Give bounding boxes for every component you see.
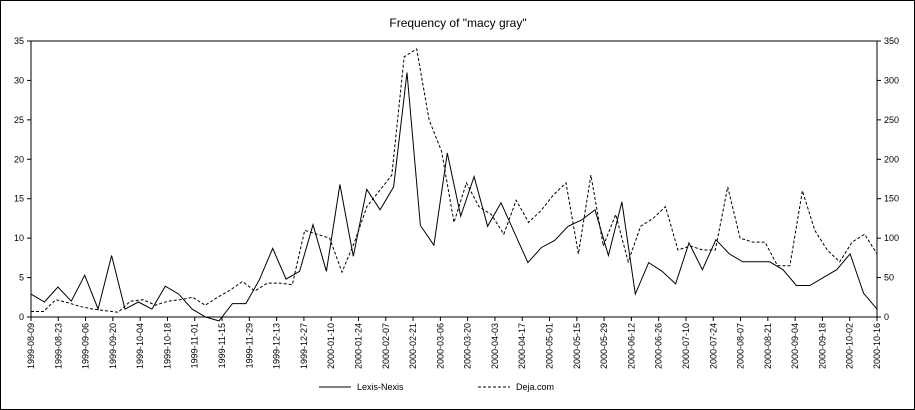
y-right-tick-label: 50 bbox=[884, 273, 894, 283]
y-right-tick-label: 350 bbox=[884, 36, 899, 46]
legend-label-deja-com: Deja.com bbox=[516, 382, 554, 392]
x-tick-label: 2000-09-04 bbox=[790, 323, 800, 369]
y-right-tick-label: 250 bbox=[884, 115, 899, 125]
series-line-lexis-nexis bbox=[30, 72, 878, 322]
y-right-tick-label: 150 bbox=[884, 194, 899, 204]
y-left-tick-label: 0 bbox=[19, 312, 24, 322]
y-right-tick-label: 0 bbox=[884, 312, 889, 322]
plot-area-border bbox=[30, 40, 878, 318]
x-tick-label: 2000-07-10 bbox=[681, 323, 691, 369]
x-tick-label: 2000-10-16 bbox=[872, 323, 882, 369]
x-tick-label: 2000-09-18 bbox=[817, 323, 827, 369]
x-tick-label: 2000-01-24 bbox=[353, 323, 363, 369]
x-tick-label: 2000-04-17 bbox=[517, 323, 527, 369]
x-tick-label: 1999-12-13 bbox=[272, 323, 282, 369]
y-left-tick-label: 15 bbox=[14, 194, 24, 204]
x-tick-label: 2000-06-26 bbox=[654, 323, 664, 369]
x-tick-label: 2000-05-15 bbox=[572, 323, 582, 369]
series-line-deja-com bbox=[31, 48, 878, 313]
x-tick-label: 1999-12-27 bbox=[299, 323, 309, 369]
legend: Lexis-Nexis Deja.com bbox=[319, 382, 554, 392]
series-layer bbox=[30, 48, 878, 322]
x-axis-ticks: 1999-08-09 1999-08-23 1999-09-06 1999-09-20… bbox=[26, 317, 882, 369]
x-tick-label: 1999-09-20 bbox=[108, 323, 118, 369]
x-tick-label: 2000-08-07 bbox=[736, 323, 746, 369]
x-tick-label: 1999-11-29 bbox=[244, 323, 254, 368]
y-right-tick-label: 300 bbox=[884, 75, 899, 85]
x-tick-label: 2000-02-21 bbox=[408, 323, 418, 369]
chart-title: Frequency of "macy gray" bbox=[389, 16, 526, 30]
x-tick-label: 2000-03-06 bbox=[435, 323, 445, 369]
x-tick-label: 1999-09-06 bbox=[81, 323, 91, 369]
x-tick-label: 1999-08-09 bbox=[26, 323, 36, 369]
x-tick-label: 2000-07-24 bbox=[708, 323, 718, 369]
x-tick-label: 1999-08-23 bbox=[53, 323, 63, 369]
y-left-tick-label: 25 bbox=[14, 115, 24, 125]
y-left-tick-label: 35 bbox=[14, 36, 24, 46]
y-right-tick-label: 200 bbox=[884, 154, 899, 164]
x-tick-label: 2000-05-29 bbox=[599, 323, 609, 369]
x-tick-label: 2000-01-10 bbox=[326, 323, 336, 369]
x-tick-label: 1999-10-18 bbox=[162, 323, 172, 369]
y-left-tick-label: 10 bbox=[14, 233, 24, 243]
y-left-tick-label: 20 bbox=[14, 154, 24, 164]
x-tick-label: 2000-06-12 bbox=[626, 323, 636, 369]
x-tick-label: 2000-04-03 bbox=[490, 323, 500, 369]
x-tick-label: 2000-03-20 bbox=[463, 323, 473, 369]
y-left-tick-label: 5 bbox=[19, 273, 24, 283]
x-tick-label: 2000-02-07 bbox=[381, 323, 391, 369]
x-tick-label: 1999-11-01 bbox=[190, 323, 200, 368]
x-tick-label: 1999-10-04 bbox=[135, 323, 145, 369]
legend-label-lexis-nexis: Lexis-Nexis bbox=[357, 382, 404, 392]
x-tick-label: 2000-05-01 bbox=[545, 323, 555, 369]
x-tick-label: 2000-10-02 bbox=[845, 323, 855, 369]
y-left-tick-label: 30 bbox=[14, 75, 24, 85]
y-right-tick-label: 100 bbox=[884, 233, 899, 243]
x-tick-label: 1999-11-15 bbox=[217, 323, 227, 368]
x-tick-label: 2000-08-21 bbox=[763, 323, 773, 369]
